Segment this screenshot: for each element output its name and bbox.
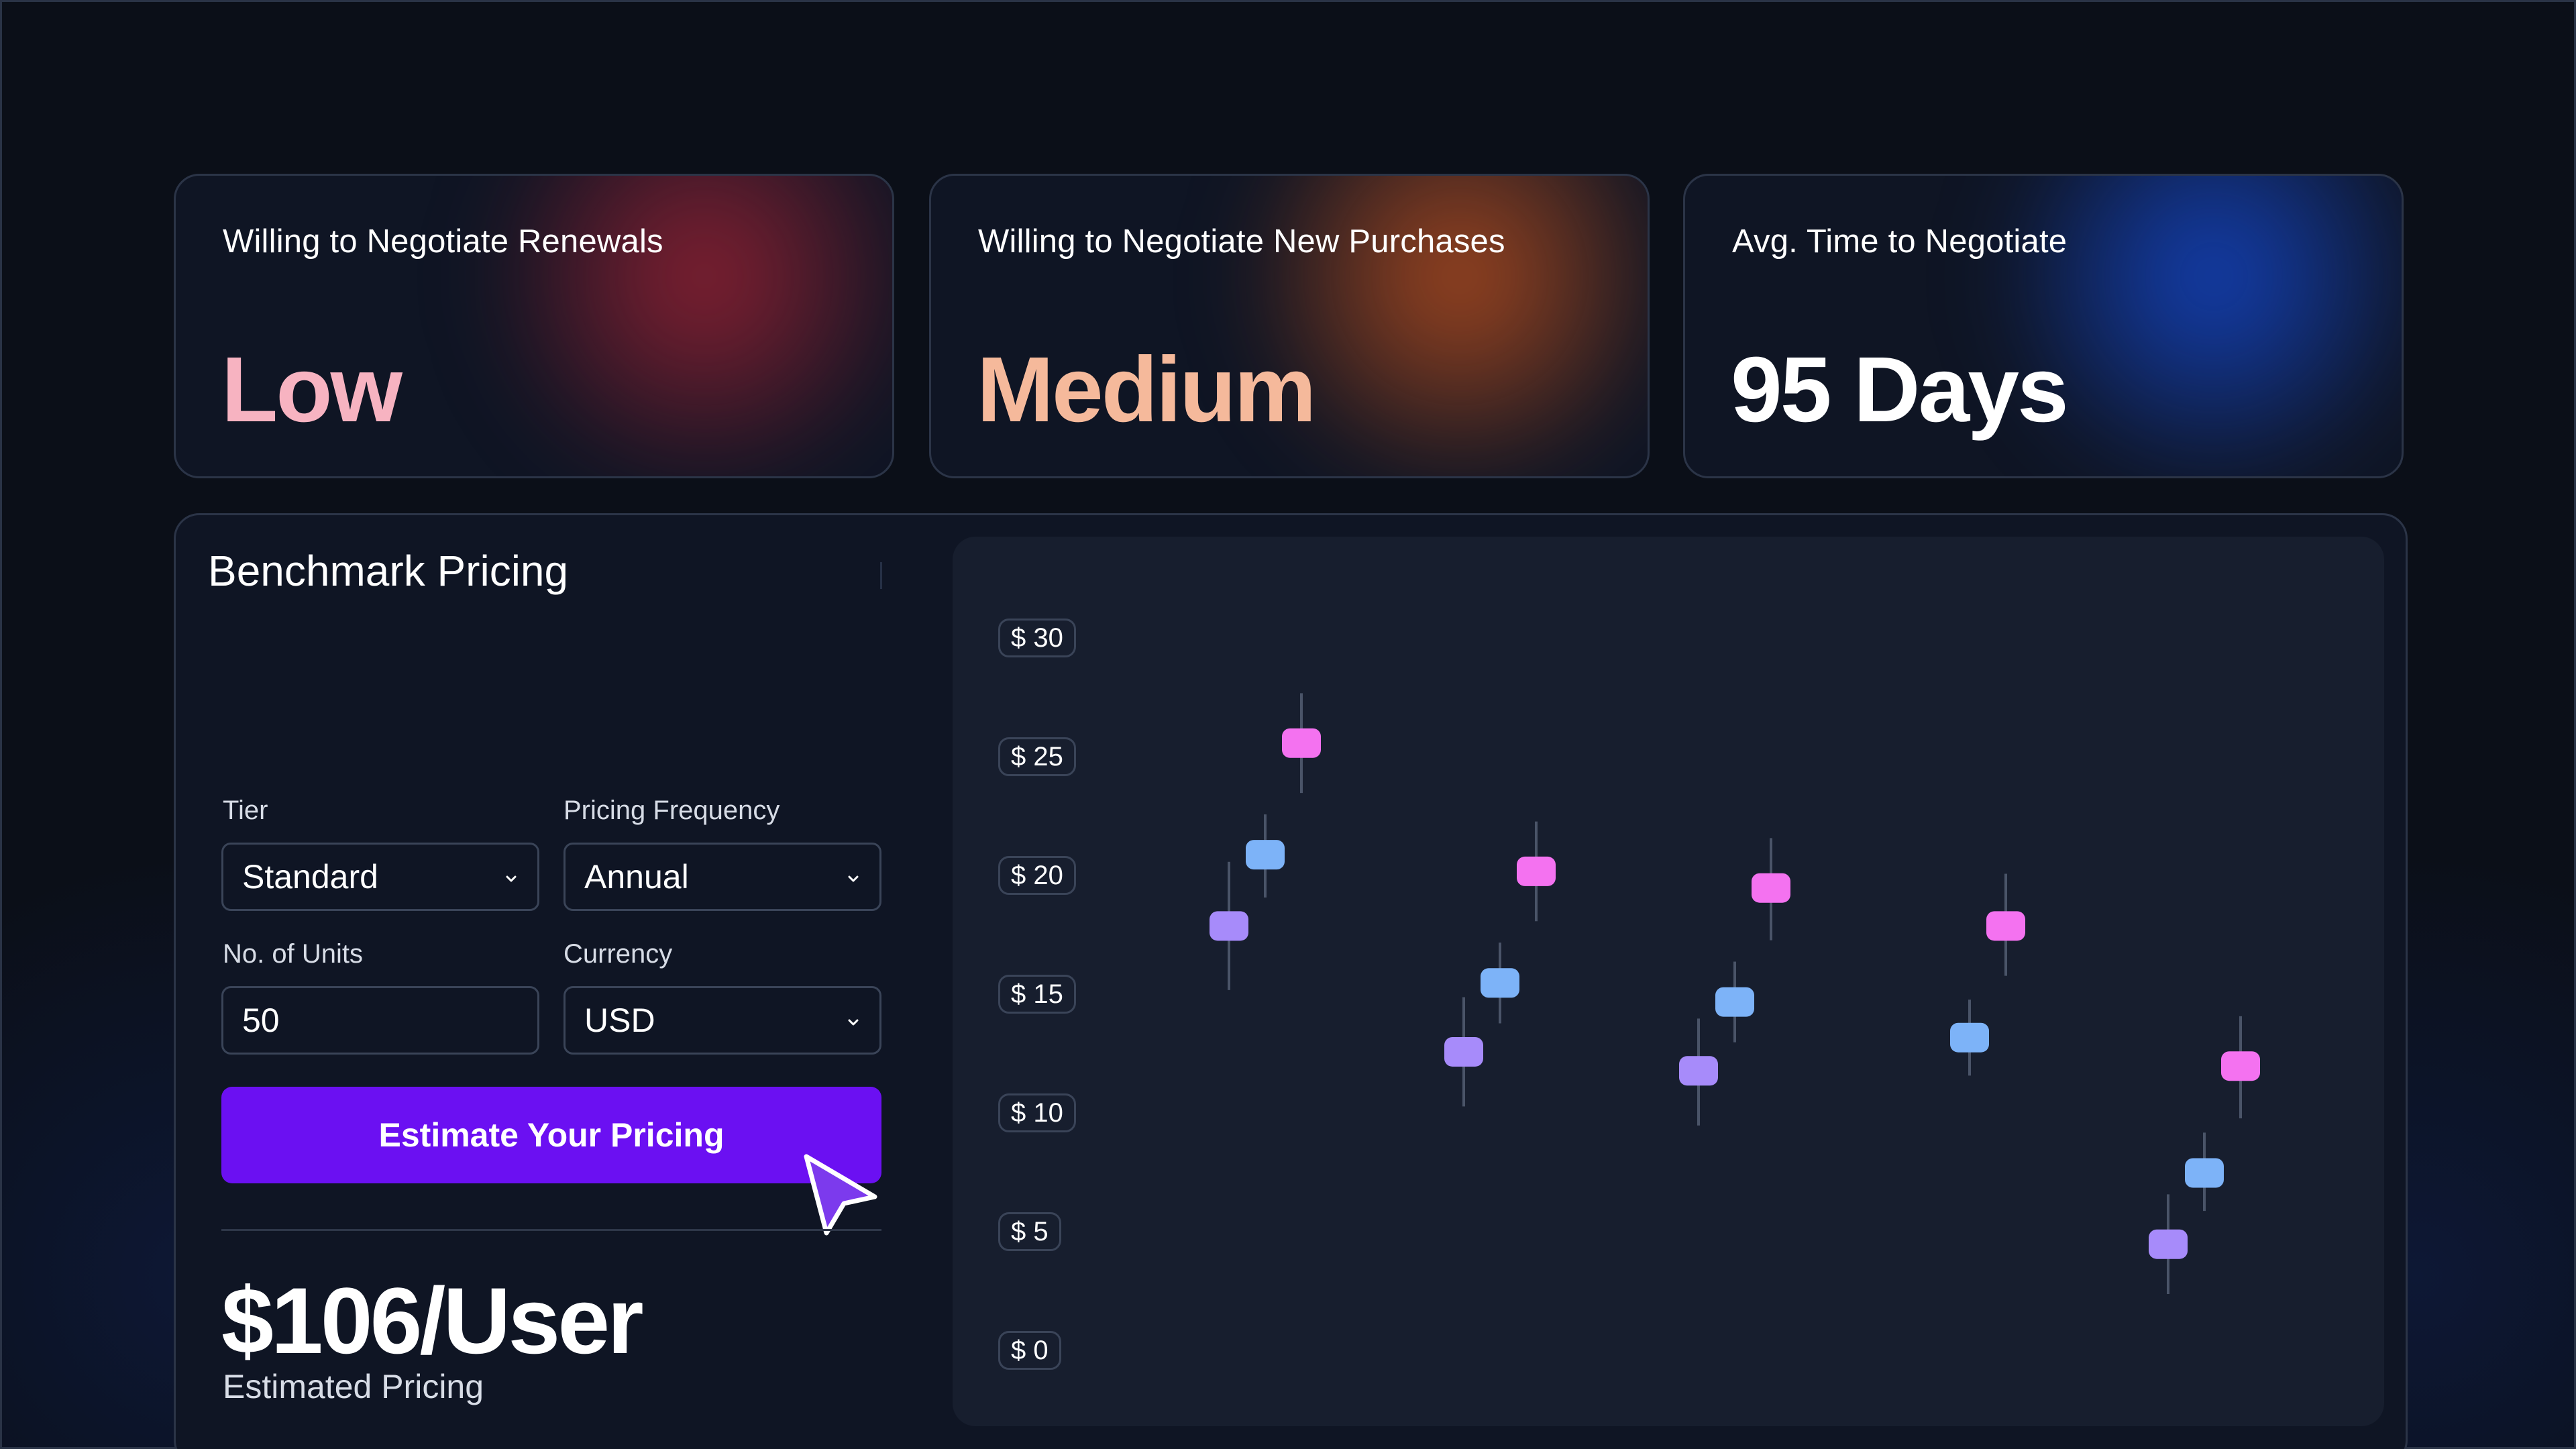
stat-value: 95 Days <box>1731 338 2069 441</box>
price-marker-purple[interactable] <box>1210 911 1248 941</box>
stat-card-negotiation-time: Avg. Time to Negotiate 95 Days <box>1683 174 2404 478</box>
card-glow <box>463 176 892 476</box>
estimated-price: $106/User <box>221 1268 644 1373</box>
stat-value: Medium <box>977 338 1316 441</box>
y-tick-label: $ 15 <box>998 975 1076 1014</box>
price-marker-blue[interactable] <box>1715 987 1754 1017</box>
price-marker-purple[interactable] <box>2149 1229 2188 1259</box>
units-input[interactable]: 50 <box>221 986 539 1055</box>
y-tick-label: $ 20 <box>998 856 1076 895</box>
currency-label: Currency <box>564 939 673 969</box>
y-tick-label: $ 25 <box>998 737 1076 776</box>
price-marker-blue[interactable] <box>1246 840 1285 870</box>
tier-label: Tier <box>223 796 268 825</box>
price-marker-blue[interactable] <box>1481 968 1519 998</box>
y-tick-label: $ 10 <box>998 1093 1076 1132</box>
estimated-price-caption: Estimated Pricing <box>223 1368 484 1405</box>
price-marker-pink[interactable] <box>1282 728 1321 758</box>
stat-label: Willing to Negotiate Renewals <box>223 223 663 260</box>
price-marker-purple[interactable] <box>1444 1036 1483 1067</box>
y-tick-label: $ 0 <box>998 1331 1061 1370</box>
price-marker-pink[interactable] <box>1517 856 1556 886</box>
estimate-pricing-button[interactable]: Estimate Your Pricing <box>221 1087 881 1183</box>
price-marker-pink[interactable] <box>1752 873 1790 903</box>
tier-value: Standard <box>242 858 378 896</box>
frequency-label: Pricing Frequency <box>564 796 780 825</box>
stat-label: Avg. Time to Negotiate <box>1732 223 2068 260</box>
units-value: 50 <box>242 1002 280 1039</box>
y-tick-label: $ 5 <box>998 1212 1061 1251</box>
price-marker-blue[interactable] <box>1950 1022 1989 1053</box>
chevron-down-icon <box>506 875 517 882</box>
price-marker-blue[interactable] <box>2185 1158 2224 1188</box>
divider <box>221 1229 881 1231</box>
stat-label: Willing to Negotiate New Purchases <box>978 223 1505 260</box>
stat-card-new-purchases: Willing to Negotiate New Purchases Mediu… <box>929 174 1650 478</box>
currency-value: USD <box>584 1002 655 1039</box>
chevron-down-icon <box>848 1019 859 1026</box>
pricing-chart-svg <box>1210 693 2260 1295</box>
stat-card-renewals: Willing to Negotiate Renewals Low <box>174 174 894 478</box>
benchmark-pricing-panel: Benchmark Pricing Tier Standard Pricing … <box>174 513 2408 1449</box>
price-marker-pink[interactable] <box>1986 911 2025 941</box>
panel-title: Benchmark Pricing <box>208 547 569 595</box>
frequency-select[interactable]: Annual <box>564 843 881 911</box>
cursor-pointer-icon <box>804 1154 877 1236</box>
y-tick-label: $ 30 <box>998 619 1076 657</box>
tier-select[interactable]: Standard <box>221 843 539 911</box>
chevron-down-icon <box>848 875 859 882</box>
pricing-chart: $ 30 $ 25 $ 20 $ 15 $ 10 $ 5 $ 0 <box>953 537 2384 1426</box>
price-marker-pink[interactable] <box>2221 1051 2260 1081</box>
frequency-value: Annual <box>584 858 689 896</box>
price-marker-purple[interactable] <box>1679 1056 1718 1086</box>
stat-value: Low <box>221 338 402 441</box>
currency-select[interactable]: USD <box>564 986 881 1055</box>
resize-handle[interactable] <box>880 562 882 589</box>
units-label: No. of Units <box>223 939 363 969</box>
